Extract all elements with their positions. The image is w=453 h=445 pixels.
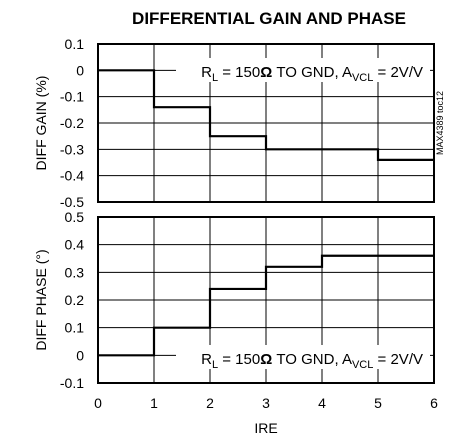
gain-y-tick-label: -0.3 <box>60 141 84 157</box>
gain-ann-gnd: TO GND, A <box>272 64 352 81</box>
gain-y-tick-label: 0.1 <box>65 36 85 52</box>
phase-ann-mid: = 150 <box>218 351 260 368</box>
phase-condition-annotation: RL = 150Ω TO GND, AVCL = 2V/V <box>201 351 423 371</box>
gain-y-axis-label: DIFF GAIN (%) <box>33 76 49 171</box>
gain-y-tick-label: -0.1 <box>60 89 84 105</box>
phase-plot-frame <box>97 216 435 384</box>
x-tick-label: 1 <box>150 395 158 411</box>
x-tick-label: 3 <box>262 395 270 411</box>
x-tick-label: 6 <box>430 395 438 411</box>
x-axis-label: IRE <box>254 420 277 436</box>
gain-y-tick-label: -0.2 <box>60 115 84 131</box>
gain-y-tick-label: -0.5 <box>60 194 84 210</box>
x-tick-labels: 0 1 2 3 4 5 6 <box>94 395 438 411</box>
phase-annotation-backdrop <box>176 345 430 369</box>
gain-plot-frame <box>97 43 435 203</box>
gain-ann-omega: Ω <box>260 64 272 81</box>
x-tick-label: 0 <box>94 395 102 411</box>
gain-series-line <box>98 69 434 161</box>
gain-ann-r: R <box>201 64 212 81</box>
x-tick-label: 5 <box>374 395 382 411</box>
gain-ann-mid: = 150 <box>218 64 260 81</box>
phase-y-tick-label: 0.1 <box>65 320 85 336</box>
gain-ann-r-sub: L <box>212 72 218 84</box>
phase-y-axis-label: DIFF PHASE (°) <box>33 249 49 350</box>
gain-plot-panel: 0.1 0 -0.1 -0.2 -0.3 -0.4 -0.5 RL = 150Ω TO GN… <box>33 36 445 210</box>
gain-y-tick-label: 0 <box>76 62 84 78</box>
gain-condition-annotation: RL = 150Ω TO GND, AVCL = 2V/V <box>201 64 423 84</box>
phase-ann-tail: = 2V/V <box>373 351 423 368</box>
phase-y-tick-label: 0.2 <box>65 292 85 308</box>
gain-ann-a-sub: VCL <box>352 72 373 84</box>
phase-ann-a-sub: VCL <box>352 359 373 371</box>
phase-y-tick-label: 0.4 <box>65 237 85 253</box>
phase-plot-panel: 0.5 0.4 0.3 0.2 0.1 0 -0.1 RL = 150Ω TO GND, A… <box>33 209 438 436</box>
gain-y-tick-label: -0.4 <box>60 168 84 184</box>
x-tick-label: 4 <box>318 395 326 411</box>
gain-ann-tail: = 2V/V <box>373 64 423 81</box>
phase-series-line <box>98 254 434 357</box>
phase-y-tick-labels: 0.5 0.4 0.3 0.2 0.1 0 -0.1 <box>60 209 84 391</box>
gain-annotation-backdrop <box>176 58 430 82</box>
phase-y-tick-label: 0.3 <box>65 264 85 280</box>
phase-y-tick-label: -0.1 <box>60 375 84 391</box>
chart-title: DIFFERENTIAL GAIN AND PHASE <box>132 9 406 28</box>
part-code-label: MAX4389 toc12 <box>435 91 445 155</box>
phase-ann-r-sub: L <box>212 359 218 371</box>
x-tick-label: 2 <box>206 395 214 411</box>
phase-ann-omega: Ω <box>260 351 272 368</box>
phase-y-tick-label: 0 <box>76 347 84 363</box>
gain-y-tick-labels: 0.1 0 -0.1 -0.2 -0.3 -0.4 -0.5 <box>60 36 84 210</box>
phase-ann-r: R <box>201 351 212 368</box>
phase-y-tick-label: 0.5 <box>65 209 85 225</box>
phase-ann-gnd: TO GND, A <box>272 351 352 368</box>
